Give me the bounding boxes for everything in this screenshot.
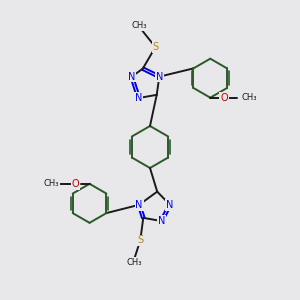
- Text: O: O: [72, 179, 79, 189]
- Text: N: N: [158, 216, 165, 226]
- Text: N: N: [128, 72, 135, 82]
- Text: N: N: [135, 93, 142, 103]
- Text: N: N: [166, 200, 174, 210]
- Text: S: S: [152, 42, 158, 52]
- Text: CH₃: CH₃: [132, 21, 147, 30]
- Text: N: N: [135, 200, 143, 210]
- Text: O: O: [220, 93, 228, 103]
- Text: CH₃: CH₃: [44, 179, 59, 188]
- Text: S: S: [137, 235, 143, 245]
- Text: CH₃: CH₃: [127, 258, 142, 267]
- Text: CH₃: CH₃: [241, 93, 257, 102]
- Text: N: N: [156, 72, 163, 82]
